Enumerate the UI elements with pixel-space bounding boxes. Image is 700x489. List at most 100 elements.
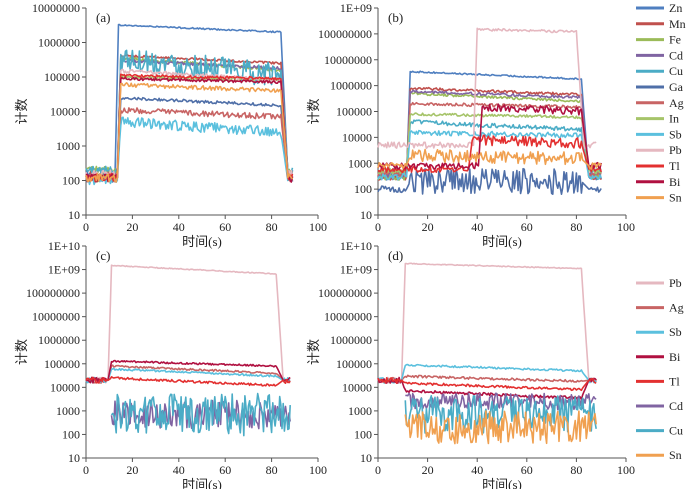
y-tick-label: 1000	[56, 404, 80, 418]
legend-label-tl: Tl	[669, 159, 680, 173]
legend-label-zn: Zn	[669, 1, 682, 15]
x-tick-label: 100	[617, 220, 635, 234]
series-line-pb	[85, 264, 291, 384]
legend-label-in: In	[669, 112, 679, 126]
y-tick-label: 10000	[342, 380, 372, 394]
x-tick-label: 100	[617, 463, 635, 477]
x-tick-label: 60	[521, 463, 533, 477]
panel-label: (d)	[388, 248, 403, 263]
legend-label-sn: Sn	[669, 191, 682, 205]
legend-label-ag: Ag	[669, 301, 684, 315]
series-line-pb	[377, 27, 597, 150]
y-tick-label: 1E+09	[48, 263, 80, 277]
y-tick-label: 1000000	[38, 36, 80, 50]
y-tick-label: 1E+09	[340, 263, 372, 277]
x-tick-label: 100	[309, 220, 327, 234]
y-tick-label: 100	[354, 427, 372, 441]
y-tick-label: 100000	[336, 105, 372, 119]
x-tick-label: 20	[126, 220, 138, 234]
series-line-cu	[110, 392, 291, 437]
y-tick-label: 100	[62, 427, 80, 441]
chart-panel-a: 10 100 1000 10000 100000 1000000 10000000 0 20 40…	[14, 1, 327, 249]
x-tick-label: 20	[422, 220, 434, 234]
y-tick-label: 10000000	[324, 310, 372, 324]
series-line-ag	[85, 364, 291, 384]
legend-label-tl: Tl	[669, 374, 680, 388]
series-line-zn	[377, 70, 602, 181]
legend-label-ga: Ga	[669, 80, 684, 94]
series-line-bi	[377, 103, 602, 170]
series-line-cd	[110, 399, 291, 430]
x-tick-label: 40	[173, 220, 185, 234]
y-axis-label: 计数	[306, 339, 321, 365]
legend-label-bi: Bi	[669, 350, 681, 364]
y-tick-label: 100000	[336, 357, 372, 371]
series-line-sb	[377, 129, 602, 181]
panel-label: (b)	[388, 10, 403, 25]
y-tick-label: 10000000	[324, 53, 372, 67]
legend-label-cu: Cu	[669, 64, 683, 78]
legend-bottom: Pb Ag Sb Bi Tl Cd Cu Sn	[636, 276, 684, 462]
x-tick-label: 80	[266, 463, 278, 477]
series-line-ga	[377, 167, 602, 195]
series-line-sn	[404, 410, 597, 445]
y-tick-label: 10000	[50, 380, 80, 394]
legend-label-bi: Bi	[669, 175, 681, 189]
x-axis-label: 时间(s)	[182, 477, 222, 489]
y-tick-label: 1000000	[330, 79, 372, 93]
series-line-ag	[377, 374, 597, 384]
panel-label: (a)	[96, 10, 110, 25]
x-tick-label: 60	[219, 220, 231, 234]
series-line-bi	[85, 359, 291, 384]
series-line-sn	[377, 148, 602, 170]
series-line-tl	[85, 376, 291, 387]
legend-label-cd: Cd	[669, 48, 683, 62]
y-axis-label: 计数	[14, 339, 29, 365]
y-tick-label: 10	[360, 451, 372, 465]
y-tick-label: 1000000	[330, 333, 372, 347]
series-line-sn	[85, 82, 294, 183]
x-tick-label: 40	[471, 463, 483, 477]
x-tick-label: 40	[471, 220, 483, 234]
legend-label-mn: Mn	[669, 17, 686, 31]
chart-panel-b: 1010010001000010000010000001000000010000…	[306, 1, 635, 249]
y-tick-label: 100000000	[318, 286, 372, 300]
legend-label-pb: Pb	[669, 143, 682, 157]
legend-label-sb: Sb	[669, 127, 682, 141]
y-tick-label: 1000	[348, 156, 372, 170]
series-line-pb	[377, 262, 597, 384]
y-tick-label: 10	[68, 451, 80, 465]
y-tick-label: 1000	[348, 404, 372, 418]
y-tick-label: 100000000	[26, 286, 80, 300]
legend-label-pb: Pb	[669, 276, 682, 290]
legend-label-fe: Fe	[669, 33, 681, 47]
x-axis-label: 时间(s)	[482, 477, 522, 489]
x-tick-label: 60	[521, 220, 533, 234]
chart-panel-d: 10 100 1000 10000 100000 1000000 10000000 10000…	[306, 239, 635, 489]
legend-label-cd: Cd	[669, 399, 683, 413]
y-tick-label: 10000	[342, 130, 372, 144]
y-tick-label: 1E+10	[48, 239, 80, 253]
y-tick-label: 100	[62, 174, 80, 188]
y-tick-label: 10000	[50, 105, 80, 119]
y-tick-label: 10000000	[32, 310, 80, 324]
legend-label-ag: Ag	[669, 96, 684, 110]
x-tick-label: 0	[375, 220, 381, 234]
x-tick-label: 100	[309, 463, 327, 477]
series-line-tl	[377, 134, 602, 173]
x-tick-label: 80	[570, 220, 582, 234]
series-line-in	[377, 112, 602, 175]
y-tick-label: 10	[68, 208, 80, 222]
legend-label-cu: Cu	[669, 424, 683, 438]
y-tick-label: 100000	[44, 70, 80, 84]
series-line-sb	[377, 363, 597, 384]
y-tick-label: 100000000	[318, 27, 372, 41]
x-axis-label: 时间(s)	[482, 234, 522, 249]
series-line-cu	[377, 119, 602, 175]
series-line-sb	[85, 367, 291, 384]
y-tick-label: 100000	[44, 357, 80, 371]
x-tick-label: 40	[173, 463, 185, 477]
y-tick-label: 1000000	[38, 333, 80, 347]
